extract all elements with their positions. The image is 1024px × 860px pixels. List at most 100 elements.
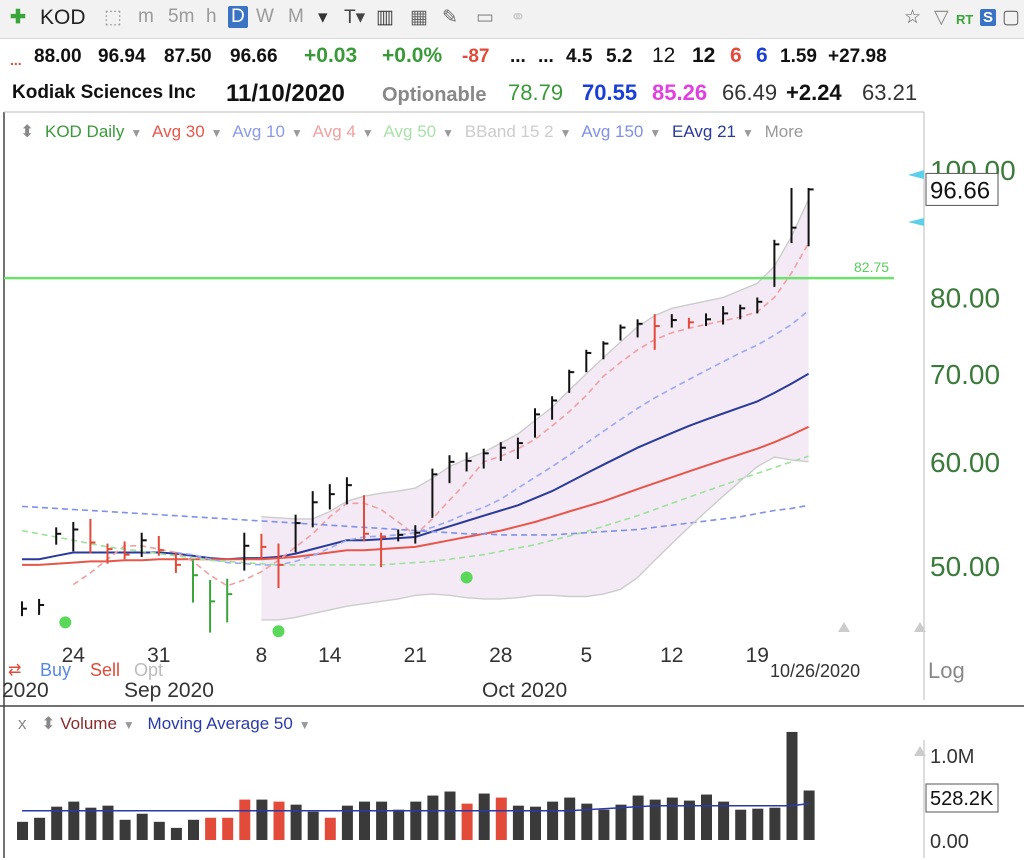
- add-icon[interactable]: ✚: [10, 7, 26, 28]
- price-bar: [687, 317, 694, 329]
- scroll-up-icon[interactable]: [838, 622, 850, 632]
- volume-bar: [581, 803, 593, 840]
- legend-kod-daily[interactable]: KOD Daily: [44, 122, 125, 141]
- volume-bar: [359, 801, 370, 840]
- legend-eavg21[interactable]: EAvg 21: [672, 122, 736, 141]
- price-bar: [192, 560, 198, 603]
- price-bar: [773, 239, 780, 287]
- horizontal-line-82-75[interactable]: 82.75: [4, 259, 894, 280]
- share-icon[interactable]: ⚭: [510, 7, 526, 28]
- volume-bar: [718, 801, 730, 840]
- star-icon[interactable]: ☆: [904, 7, 922, 28]
- cube-icon[interactable]: ⬚: [104, 7, 122, 28]
- volume-bar: [598, 809, 610, 840]
- volume-bar: [410, 801, 422, 840]
- interval-h[interactable]: h: [206, 6, 217, 27]
- price-bar: [499, 442, 506, 461]
- quote-date: 11/10/2020: [226, 80, 345, 107]
- volume-bar: [34, 817, 46, 840]
- volume-bar: [752, 808, 764, 840]
- price-bar: [636, 319, 643, 338]
- interval-d[interactable]: D: [228, 6, 248, 28]
- x-tick-label: 31: [147, 644, 170, 667]
- price-bar: [448, 455, 455, 484]
- legend-volume-ma[interactable]: Moving Average 50: [147, 714, 293, 733]
- volume-bar: [153, 821, 165, 840]
- close-volume-button[interactable]: x: [18, 714, 27, 733]
- volume-bar: [136, 813, 148, 840]
- s-badge[interactable]: S: [980, 9, 997, 26]
- quote-n5: +2.24: [786, 80, 842, 105]
- grid-icon[interactable]: ▦: [410, 7, 428, 28]
- drag-handle-icon[interactable]: ⬍: [20, 122, 35, 141]
- opt-toggle[interactable]: Opt: [134, 660, 164, 680]
- legend-more[interactable]: More: [764, 122, 804, 141]
- volume-bar: [376, 801, 388, 840]
- x-tick-label: 8: [256, 644, 268, 667]
- date-axis: 24 31 8 14 21 28 5 12 19 2020 Sep 2020 Oct 2020 10/2…: [2, 644, 860, 702]
- price-bar: [551, 396, 558, 420]
- series-avg-50: [21, 455, 809, 566]
- price-bar: [72, 522, 79, 552]
- interval-m[interactable]: m: [138, 6, 154, 27]
- buy-signal-dot: [460, 571, 473, 584]
- volume-scroll-icon[interactable]: [914, 746, 926, 756]
- legend-avg10[interactable]: Avg 10: [232, 122, 285, 141]
- volume-bar: [85, 807, 97, 840]
- pencil-icon[interactable]: ✎: [442, 7, 458, 28]
- volume-bar: [51, 806, 63, 840]
- x-tick-label: 19: [746, 644, 769, 667]
- bar-chart-icon[interactable]: ▥: [376, 7, 394, 28]
- chevron-down-icon[interactable]: ▾: [318, 7, 328, 28]
- sell-toggle[interactable]: Sell: [90, 660, 121, 680]
- volume-drag-icon[interactable]: ⬍: [41, 714, 56, 733]
- volume-bar: [530, 806, 541, 840]
- symbol-field[interactable]: KOD: [40, 6, 86, 29]
- rt-badge[interactable]: RT: [956, 12, 974, 27]
- interval-5m[interactable]: 5m: [168, 6, 195, 27]
- volume-bar: [701, 794, 712, 840]
- volume-bar: [478, 793, 490, 840]
- text-icon[interactable]: T▾: [344, 7, 366, 28]
- month-label: Oct 2020: [482, 679, 567, 702]
- volume-bar: [735, 809, 747, 840]
- legend-bband[interactable]: BBand 15 2: [464, 122, 554, 141]
- filter-icon[interactable]: ▽: [934, 7, 949, 28]
- volume-bars: 1.0M 0.00 528.2K: [17, 731, 999, 853]
- price-bar: [277, 543, 284, 589]
- legend-avg30[interactable]: Avg 30: [152, 122, 205, 141]
- price-bar: [123, 541, 130, 560]
- legend-volume[interactable]: Volume: [60, 714, 117, 733]
- price-bar: [38, 598, 45, 615]
- price-bar: [55, 527, 62, 545]
- log-scale-toggle[interactable]: Log: [928, 658, 965, 683]
- price-bar: [705, 313, 711, 327]
- x-tick-label: 21: [404, 644, 427, 667]
- price-bar: [516, 437, 523, 459]
- legend-avg150[interactable]: Avg 150: [581, 122, 644, 141]
- price-bar: [619, 324, 626, 341]
- quote-rs-change: -87: [462, 46, 490, 67]
- buy-toggle[interactable]: Buy: [40, 660, 72, 680]
- quote-change: +0.03: [304, 44, 358, 67]
- volume-bar: [256, 799, 268, 840]
- month-label: Sep 2020: [124, 679, 214, 702]
- legend-avg50[interactable]: Avg 50: [383, 122, 437, 141]
- price-bar: [243, 532, 250, 571]
- volume-bar: [444, 791, 456, 840]
- price-bar: [328, 484, 335, 510]
- note-icon[interactable]: ▭: [476, 7, 494, 28]
- volume-bar: [427, 795, 439, 840]
- interval-mo[interactable]: M: [288, 6, 304, 27]
- interval-w[interactable]: W: [256, 6, 274, 27]
- signal-arrow-icon[interactable]: ⇄: [8, 662, 22, 679]
- scroll-up-right-icon[interactable]: [914, 622, 926, 632]
- expand-icon[interactable]: ▢: [1002, 7, 1020, 28]
- legend-avg4[interactable]: Avg 4: [312, 122, 356, 141]
- quote-v8: +27.98: [828, 46, 887, 67]
- price-bar: [756, 297, 763, 314]
- bband-fill: [261, 199, 809, 620]
- y-tick-label: 70.00: [930, 359, 1000, 390]
